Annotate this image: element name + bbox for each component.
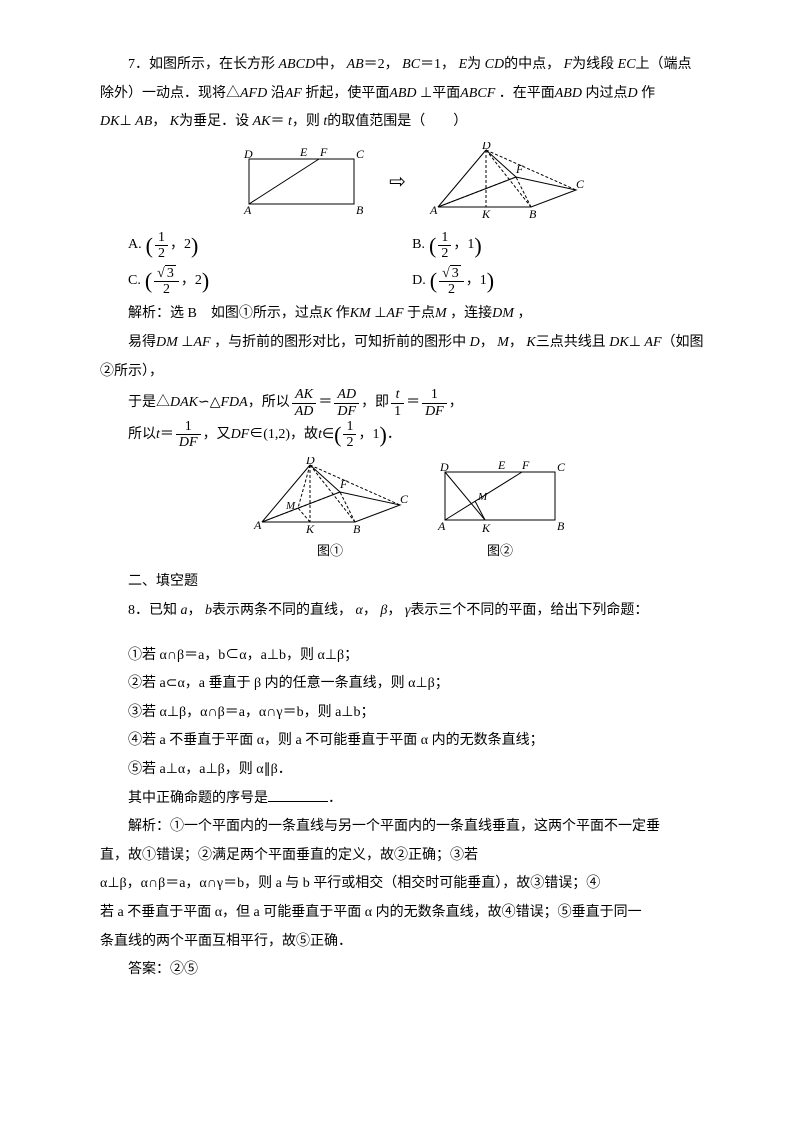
svg-text:C: C xyxy=(400,492,409,506)
svg-text:A: A xyxy=(429,203,438,217)
answer-blank[interactable] xyxy=(268,787,328,802)
q7-sol-2: 易得DM ⊥AF ，与折前的图形对比，可知折前的图形中 D， M， K三点共线且… xyxy=(100,330,720,357)
svg-text:D: D xyxy=(243,147,253,161)
svg-text:A: A xyxy=(243,203,252,217)
svg-text:F: F xyxy=(521,458,530,472)
fig1-label: 图① xyxy=(317,539,343,564)
q7-figures-top: D E F C A B ⇨ D F C A K B xyxy=(100,142,720,222)
q8-sol-3: α⊥β，α∩β＝a，α∩γ＝b，则 a 与 b 平行或相交（相交时可能垂直），故… xyxy=(100,871,720,898)
q8-sol-2: 直，故①错误；②满足两个平面垂直的定义，故②正确；③若 xyxy=(100,843,720,870)
q7-line3: DK⊥ AB， K为垂足．设 AK＝ t，则 t的取值范围是（ ） xyxy=(100,109,720,136)
svg-text:D: D xyxy=(439,460,449,474)
svg-text:D: D xyxy=(481,142,491,152)
svg-text:D: D xyxy=(305,457,315,467)
svg-text:C: C xyxy=(557,460,566,474)
folded-diagram: D F C A K B xyxy=(426,142,586,222)
svg-text:C: C xyxy=(576,177,585,191)
option-c[interactable]: C. ( √32 ，2 ) xyxy=(128,266,412,298)
q8-p2: ②若 a⊂α，a 垂直于 β 内的任意一条直线，则 α⊥β； xyxy=(100,671,720,698)
rect-diagram: D E F C A B xyxy=(234,144,369,219)
q7-formula-1: 于是△DAK ∽△FDA ，所以 AKAD ＝ ADDF ，即 t1 ＝ 1DF… xyxy=(128,387,720,419)
section-2-title: 二、填空题 xyxy=(100,569,720,596)
rect-diagram-2: D E F C M A K B xyxy=(430,457,570,537)
q8-sol-1: 解析：①一个平面内的一条直线与另一个平面内的一条直线垂直，这两个平面不一定垂 xyxy=(100,814,720,841)
svg-text:E: E xyxy=(299,145,308,159)
q7-sol-3: ②所示）， xyxy=(100,359,720,386)
q8-answer: 答案：②⑤ xyxy=(100,957,720,984)
svg-text:B: B xyxy=(356,203,364,217)
option-a[interactable]: A. ( 12 ，2 ) xyxy=(128,230,412,262)
q7-sol-1: 解析：选 B 如图①所示，过点K 作KM ⊥AF 于点M ，连接DM ， xyxy=(100,301,720,328)
q8-p3: ③若 α⊥β，α∩β＝a，α∩γ＝b，则 a⊥b； xyxy=(100,700,720,727)
q7-options: A. ( 12 ，2 ) B. ( 12 ，1 ) C. ( √32 ，2 ) … xyxy=(128,228,720,300)
svg-text:B: B xyxy=(353,522,361,536)
svg-text:M: M xyxy=(285,500,296,512)
q8-ask: 其中正确命题的序号是． xyxy=(100,786,720,813)
svg-text:A: A xyxy=(253,518,262,532)
svg-text:B: B xyxy=(557,519,565,533)
svg-text:K: K xyxy=(481,521,491,535)
q7-figures-bottom: D F C M A K B 图① D E F C M A K B 图② xyxy=(100,457,720,564)
q7-formula-2: 所以 t＝ 1DF ，又DF ∈(1,2)，故t ∈ ( 12 ，1 ) ． xyxy=(128,419,720,451)
svg-text:B: B xyxy=(529,207,537,221)
svg-text:F: F xyxy=(339,477,348,491)
q7-num: 7． xyxy=(128,57,149,72)
svg-text:F: F xyxy=(515,162,524,176)
option-d[interactable]: D. ( √32 ，1 ) xyxy=(412,266,696,298)
svg-text:C: C xyxy=(356,147,365,161)
svg-text:E: E xyxy=(497,458,506,472)
spacer xyxy=(100,627,720,641)
arrow-icon: ⇨ xyxy=(389,163,406,201)
svg-text:F: F xyxy=(319,145,328,159)
q7-line2: 除外）一动点．现将△AFD 沿AF 折起，使平面ABD ⊥平面ABCF ．在平面… xyxy=(100,81,720,108)
q7-line1: 7．如图所示，在长方形 ABCD中， AB＝2， BC＝1， E为 CD的中点，… xyxy=(100,52,720,79)
svg-text:A: A xyxy=(437,519,446,533)
fig2-label: 图② xyxy=(487,539,513,564)
q8-stem: 8．已知 a， b表示两条不同的直线， α， β， γ表示三个不同的平面，给出下… xyxy=(100,598,720,625)
q8-sol-5: 条直线的两个平面互相平行，故⑤正确． xyxy=(100,929,720,956)
svg-text:M: M xyxy=(477,491,488,503)
svg-text:K: K xyxy=(305,522,315,536)
q8-sol-4: 若 a 不垂直于平面 α，但 a 可能垂直于平面 α 内的无数条直线，故④错误；… xyxy=(100,900,720,927)
q8-p4: ④若 a 不垂直于平面 α，则 a 不可能垂直于平面 α 内的无数条直线； xyxy=(100,728,720,755)
folded-diagram-1: D F C M A K B xyxy=(250,457,410,537)
q8-p5: ⑤若 a⊥α，a⊥β，则 α∥β． xyxy=(100,757,720,784)
option-b[interactable]: B. ( 12 ，1 ) xyxy=(412,230,696,262)
q8-p1: ①若 α∩β＝a，b⊂α，a⊥b，则 α⊥β； xyxy=(100,643,720,670)
svg-text:K: K xyxy=(481,207,491,221)
